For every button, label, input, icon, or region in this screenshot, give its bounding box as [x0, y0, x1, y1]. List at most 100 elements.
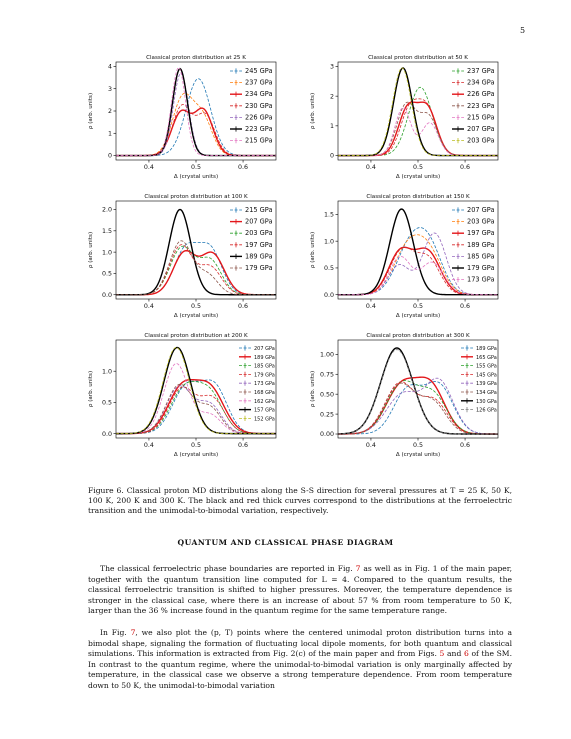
legend-entry: 203 GPa: [467, 137, 495, 145]
series-line-2: [116, 245, 276, 296]
series-line-3: [116, 386, 276, 435]
x-tick-label: 0.5: [413, 164, 423, 171]
legend-entry: 152 GPa: [254, 416, 275, 422]
section-heading: QUANTUM AND CLASSICAL PHASE DIAGRAM: [177, 538, 394, 547]
plot-panel-150k: Classical proton distribution at 150 K 0.…: [292, 189, 552, 321]
legend-entry: 173 GPa: [254, 381, 275, 387]
plot-panel-50k: Classical proton distribution at 50 K 0.4…: [292, 50, 552, 182]
y-tick-label: 0.0: [102, 431, 112, 438]
series-line-6: [116, 363, 276, 435]
y-tick-label: 0.00: [320, 431, 334, 438]
chart-svg: Classical proton distribution at 50 K 0.4…: [310, 55, 499, 180]
legend-entry: 237 GPa: [467, 67, 495, 75]
figure-ref-link[interactable]: 7: [130, 628, 136, 637]
y-tick-label: 0: [108, 153, 112, 160]
x-axis-label: Δ (crystal units): [396, 174, 440, 180]
legend-entry: 179 GPa: [245, 264, 273, 272]
legend-entry: 145 GPa: [476, 372, 497, 378]
x-tick-label: 0.5: [191, 442, 201, 449]
y-axis-label: ρ (arb. units): [88, 93, 94, 129]
legend-entry: 185 GPa: [254, 364, 275, 370]
y-tick-label: 0.5: [324, 265, 334, 272]
legend-entry: 130 GPa: [476, 399, 497, 405]
legend-entry: 203 GPa: [245, 229, 273, 237]
plot-panel-300k: Classical proton distribution at 300 K 0.…: [292, 328, 552, 460]
x-tick-label: 0.4: [144, 164, 154, 171]
figure-ref-link[interactable]: 7: [355, 564, 361, 573]
chart-title: Classical proton distribution at 150 K: [366, 194, 470, 200]
y-tick-label: 2.0: [102, 207, 112, 214]
plot-panel-200k: Classical proton distribution at 200 K 0.…: [70, 328, 330, 460]
legend-entry: 179 GPa: [467, 264, 495, 272]
legend-entry: 139 GPa: [476, 381, 497, 387]
x-axis-label: Δ (crystal units): [396, 452, 440, 458]
series-line-5: [116, 240, 276, 296]
y-tick-label: 0.75: [320, 371, 334, 378]
y-axis-label: ρ (arb. units): [310, 93, 316, 129]
legend-entry: 203 GPa: [467, 218, 495, 226]
series-line-5: [116, 383, 276, 435]
paragraph-1: The classical ferroelectric phase bounda…: [88, 564, 513, 616]
chart-title: Classical proton distribution at 25 K: [146, 55, 246, 61]
series-line-6: [116, 67, 276, 156]
y-tick-label: 1: [330, 123, 334, 130]
axes-frame: [337, 200, 499, 300]
y-tick-label: 0: [330, 153, 334, 160]
y-tick-label: 1.0: [102, 368, 112, 375]
legend-entry: 162 GPa: [254, 399, 275, 405]
series-line-7: [116, 346, 276, 435]
series-line-2: [116, 381, 276, 435]
x-axis-label: Δ (crystal units): [174, 313, 218, 319]
y-tick-label: 1.00: [320, 352, 334, 359]
chart-title: Classical proton distribution at 200 K: [144, 333, 248, 339]
legend-entry: 215 GPa: [245, 137, 273, 145]
legend-entry: 126 GPa: [476, 408, 497, 414]
series-line-2: [338, 380, 498, 435]
y-tick-label: 3: [330, 64, 334, 71]
legend-entry: 234 GPa: [467, 79, 495, 87]
legend-entry: 189 GPa: [467, 241, 495, 249]
figure-ref-link[interactable]: 6: [463, 649, 469, 659]
legend-entry: 189 GPa: [245, 252, 273, 260]
legend-entry: 165 GPa: [476, 355, 497, 361]
x-tick-label: 0.4: [366, 442, 376, 449]
y-tick-label: 1: [108, 130, 112, 137]
series-line-6: [338, 67, 498, 156]
series-line-8: [116, 347, 276, 435]
figure-ref-link[interactable]: 5: [439, 649, 445, 659]
legend-entry: 215 GPa: [245, 206, 273, 214]
y-tick-label: 0.25: [320, 411, 334, 418]
legend-entry: 215 GPa: [467, 113, 495, 121]
plot-panel-100k: Classical proton distribution at 100 K 0.…: [70, 189, 330, 321]
chart-svg: Classical proton distribution at 100 K 0.…: [88, 194, 277, 319]
legend-entry: 157 GPa: [254, 408, 275, 414]
chart-title: Classical proton distribution at 50 K: [368, 55, 468, 61]
y-axis-label: ρ (arb. units): [310, 232, 316, 268]
axes-frame: [337, 339, 499, 439]
y-axis-label: ρ (arb. units): [310, 371, 316, 407]
series-line-1: [116, 378, 276, 435]
x-tick-label: 0.5: [413, 303, 423, 310]
axes-frame: [115, 200, 277, 300]
legend-entry: 237 GPa: [245, 79, 273, 87]
y-tick-label: 0.0: [324, 292, 334, 299]
legend-entry: 207 GPa: [254, 346, 275, 352]
plot-panel-25k: Classical proton distribution at 25 K 0.4…: [70, 50, 330, 182]
chart-svg: Classical proton distribution at 300 K 0.…: [310, 333, 499, 458]
x-tick-label: 0.4: [144, 442, 154, 449]
legend-entry: 207 GPa: [245, 218, 273, 226]
legend-entry: 207 GPa: [467, 125, 495, 133]
x-tick-label: 0.6: [238, 442, 248, 449]
legend-entry: 185 GPa: [467, 252, 495, 260]
legend-entry: 223 GPa: [467, 102, 495, 110]
y-tick-label: 3: [108, 86, 112, 93]
legend-entry: 223 GPa: [245, 125, 273, 133]
y-tick-label: 0.5: [102, 400, 112, 407]
series-line-4: [116, 385, 276, 435]
legend-entry: 230 GPa: [245, 102, 273, 110]
figure-caption: Figure 6. Classical proton MD distributi…: [88, 486, 512, 516]
y-tick-label: 0.0: [102, 292, 112, 299]
x-tick-label: 0.4: [366, 303, 376, 310]
y-axis-label: ρ (arb. units): [88, 232, 94, 268]
y-axis-label: ρ (arb. units): [88, 371, 94, 407]
